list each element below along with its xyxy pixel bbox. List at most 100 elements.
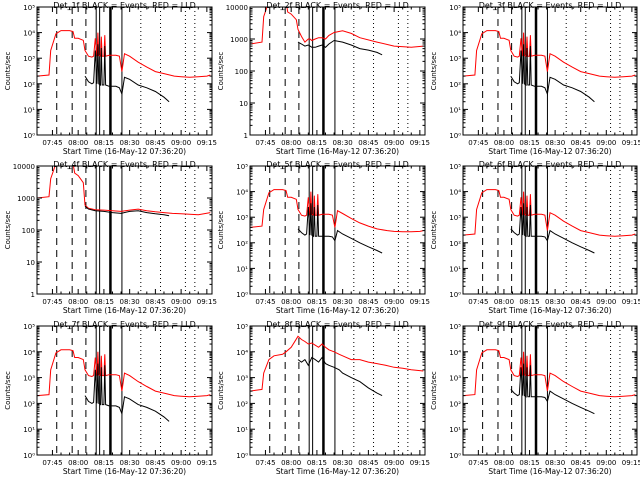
x-tick-label: 09:00 <box>171 298 191 306</box>
x-tick-label: 09:15 <box>410 459 430 467</box>
panel-title: Det_8f BLACK = Events, RED = LLD <box>266 320 409 329</box>
x-tick-label: 08:45 <box>571 298 591 306</box>
lld-series-line <box>463 349 636 398</box>
y-tick-label: 10² <box>449 240 461 248</box>
y-tick-label: 10⁵ <box>449 4 461 12</box>
lld-series-line <box>250 7 424 48</box>
x-tick-label: 08:45 <box>145 459 165 467</box>
plot-frame <box>36 325 213 456</box>
x-tick-label: 08:30 <box>333 459 353 467</box>
x-tick-label: 08:15 <box>307 298 327 306</box>
y-tick-label: 10⁰ <box>236 291 248 299</box>
y-tick-label: 10¹ <box>23 426 35 434</box>
x-tick-label: 08:15 <box>307 459 327 467</box>
y-tick-label: 10⁵ <box>23 323 35 331</box>
x-tick-label: 09:00 <box>596 139 616 147</box>
x-tick-label: 08:00 <box>68 459 88 467</box>
x-axis-label: Start Time (16-May-12 07:36:20) <box>276 147 399 156</box>
y-axis-label: Counts/sec <box>217 211 225 250</box>
detector-panel: Det_2f BLACK = Events, RED = LLD 1 10 100 10… <box>217 1 430 156</box>
x-tick-label: 08:00 <box>281 139 301 147</box>
y-tick-label: 100 <box>235 68 248 76</box>
x-tick-label: 09:00 <box>596 459 616 467</box>
x-tick-label: 08:00 <box>281 298 301 306</box>
y-tick-label: 10⁵ <box>449 163 461 171</box>
x-tick-label: 08:30 <box>120 139 140 147</box>
y-tick-label: 10 <box>239 100 248 108</box>
y-tick-label: 10⁴ <box>23 30 35 38</box>
y-tick-label: 10⁴ <box>236 349 248 357</box>
y-tick-label: 10⁵ <box>23 4 35 12</box>
x-tick-label: 08:00 <box>494 298 514 306</box>
x-tick-label: 09:15 <box>197 298 217 306</box>
events-series-line <box>297 203 383 254</box>
y-tick-label: 10² <box>23 400 35 408</box>
y-tick-label: 10⁰ <box>449 452 461 460</box>
detector-panel: Det_8f BLACK = Events, RED = LLD 10⁰ 10¹ 10… <box>217 320 430 476</box>
y-tick-label: 10² <box>236 240 248 248</box>
x-tick-label: 07:45 <box>255 139 275 147</box>
events-series-line <box>84 44 170 103</box>
x-tick-label: 09:15 <box>410 139 430 147</box>
detector-panel: Det_9f BLACK = Events, RED = LLD 10⁰ 10¹ 10… <box>430 320 640 476</box>
x-tick-label: 08:30 <box>545 139 565 147</box>
x-tick-label: 08:15 <box>519 298 539 306</box>
x-tick-label: 09:15 <box>622 459 640 467</box>
y-tick-label: 10² <box>449 400 461 408</box>
x-tick-label: 08:15 <box>94 459 114 467</box>
x-tick-label: 07:45 <box>42 139 62 147</box>
x-tick-label: 08:30 <box>333 298 353 306</box>
lld-series-line <box>37 349 211 398</box>
x-tick-label: 08:00 <box>68 139 88 147</box>
x-axis-label: Start Time (16-May-12 07:36:20) <box>63 147 186 156</box>
y-tick-label: 1000 <box>17 195 35 203</box>
x-tick-label: 09:15 <box>622 139 640 147</box>
plot-frame <box>249 325 426 456</box>
y-tick-label: 10³ <box>23 375 35 383</box>
x-tick-label: 08:45 <box>358 459 378 467</box>
events-series-line <box>84 205 170 217</box>
y-tick-label: 10⁰ <box>23 452 35 460</box>
y-tick-label: 10⁵ <box>236 163 248 171</box>
events-series-line <box>297 39 383 56</box>
x-axis-label: Start Time (16-May-12 07:36:20) <box>488 147 611 156</box>
plot-frame <box>36 6 213 136</box>
x-axis-label: Start Time (16-May-12 07:36:20) <box>63 467 186 476</box>
y-tick-label: 1000 <box>230 36 248 44</box>
x-tick-label: 07:45 <box>468 459 488 467</box>
panel-title: Det_9f BLACK = Events, RED = LLD <box>479 320 622 329</box>
x-tick-label: 09:00 <box>384 298 404 306</box>
x-axis-label: Start Time (16-May-12 07:36:20) <box>488 306 611 315</box>
events-series-line <box>297 356 383 397</box>
y-tick-label: 1 <box>244 132 248 140</box>
plot-frame <box>249 165 426 295</box>
y-tick-label: 10² <box>236 400 248 408</box>
y-tick-label: 10¹ <box>236 265 248 273</box>
x-tick-label: 08:30 <box>333 139 353 147</box>
y-tick-label: 10000 <box>13 163 35 171</box>
x-tick-label: 08:45 <box>571 139 591 147</box>
y-tick-label: 10¹ <box>236 426 248 434</box>
y-tick-label: 10³ <box>449 214 461 222</box>
y-axis-label: Counts/sec <box>4 371 12 410</box>
x-tick-label: 09:15 <box>197 459 217 467</box>
y-tick-label: 100 <box>22 227 35 235</box>
y-tick-label: 10⁰ <box>449 132 461 140</box>
y-tick-label: 10¹ <box>449 106 461 114</box>
panel-title: Det_4f BLACK = Events, RED = LLD <box>53 160 196 169</box>
lld-series-line <box>463 30 636 78</box>
events-series-line <box>510 203 595 254</box>
x-tick-label: 08:15 <box>519 459 539 467</box>
y-tick-label: 10 <box>26 259 35 267</box>
y-tick-label: 10¹ <box>23 106 35 114</box>
x-tick-label: 08:45 <box>145 139 165 147</box>
lld-series-line <box>37 166 211 216</box>
x-tick-label: 09:00 <box>171 139 191 147</box>
y-tick-label: 10⁵ <box>236 323 248 331</box>
lld-series-line <box>250 335 424 392</box>
panel-title: Det_7f BLACK = Events, RED = LLD <box>53 320 196 329</box>
x-tick-label: 08:30 <box>545 298 565 306</box>
y-axis-label: Counts/sec <box>4 211 12 250</box>
lld-series-line <box>463 189 636 237</box>
events-series-line <box>510 363 595 415</box>
